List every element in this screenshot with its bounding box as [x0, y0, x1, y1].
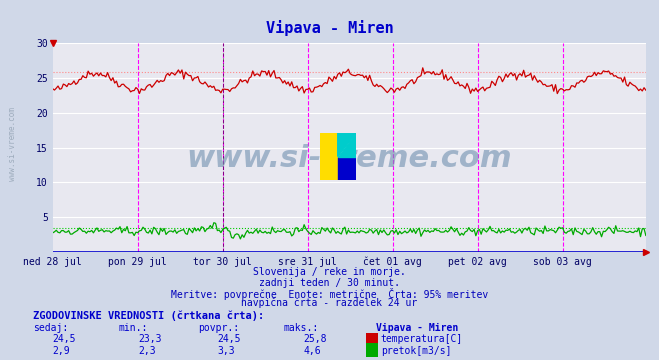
Text: Vipava - Miren: Vipava - Miren: [376, 323, 458, 333]
Text: maks.:: maks.:: [283, 323, 318, 333]
Text: 3,3: 3,3: [217, 346, 235, 356]
Text: temperatura[C]: temperatura[C]: [381, 334, 463, 344]
Text: ZGODOVINSKE VREDNOSTI (črtkana črta):: ZGODOVINSKE VREDNOSTI (črtkana črta):: [33, 310, 264, 321]
Polygon shape: [338, 133, 356, 157]
Polygon shape: [338, 133, 356, 157]
Text: pretok[m3/s]: pretok[m3/s]: [381, 346, 451, 356]
Bar: [338, 157, 356, 180]
Text: zadnji teden / 30 minut.: zadnji teden / 30 minut.: [259, 278, 400, 288]
Text: 25,8: 25,8: [303, 334, 327, 344]
Text: Vipava - Miren: Vipava - Miren: [266, 20, 393, 36]
Text: min.:: min.:: [119, 323, 148, 333]
Text: sedaj:: sedaj:: [33, 323, 68, 333]
Text: www.si-vreme.com: www.si-vreme.com: [186, 144, 512, 172]
Text: 4,6: 4,6: [303, 346, 321, 356]
Text: 2,3: 2,3: [138, 346, 156, 356]
Bar: [320, 133, 338, 180]
Text: povpr.:: povpr.:: [198, 323, 239, 333]
Text: www.si-vreme.com: www.si-vreme.com: [8, 107, 17, 181]
Text: Slovenija / reke in morje.: Slovenija / reke in morje.: [253, 267, 406, 277]
Text: navpična črta - razdelek 24 ur: navpična črta - razdelek 24 ur: [241, 297, 418, 308]
Text: 24,5: 24,5: [53, 334, 76, 344]
Text: 23,3: 23,3: [138, 334, 162, 344]
Text: 2,9: 2,9: [53, 346, 71, 356]
Text: 24,5: 24,5: [217, 334, 241, 344]
Text: Meritve: povprečne  Enote: metrične  Črta: 95% meritev: Meritve: povprečne Enote: metrične Črta:…: [171, 288, 488, 300]
